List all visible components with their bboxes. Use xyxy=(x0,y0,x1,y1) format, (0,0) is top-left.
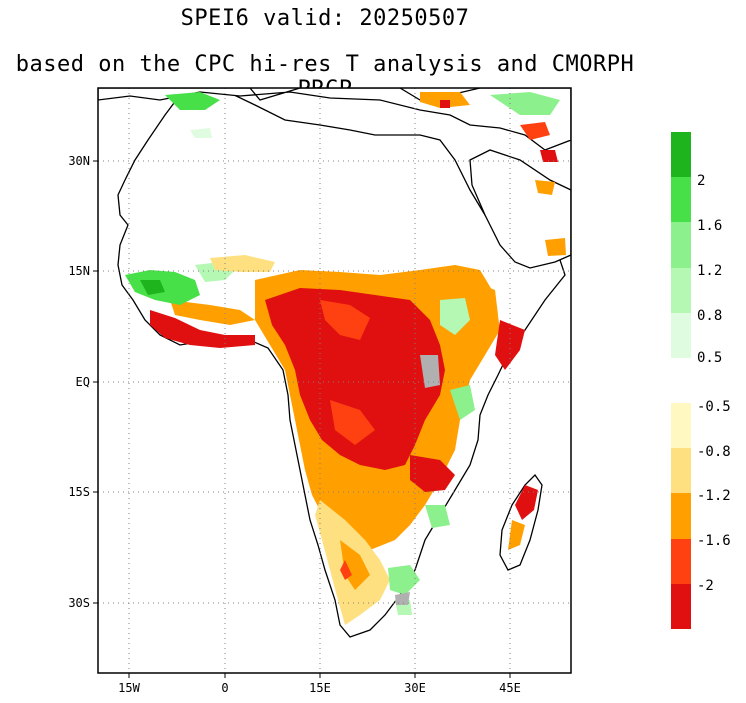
legend-label: -0.5 xyxy=(697,399,731,415)
legend-wet: 2 1.6 1.2 0.8 0.5 xyxy=(671,132,722,366)
legend-label: -1.2 xyxy=(697,488,731,504)
spei-field xyxy=(125,92,566,625)
legend-dry: -0.5 -0.8 -1.2 -1.6 -2 xyxy=(671,399,731,629)
legend-swatch xyxy=(671,222,691,268)
lat-tick-label: 30N xyxy=(68,154,90,168)
legend-swatch xyxy=(671,403,691,448)
legend-label: 0.5 xyxy=(697,350,722,366)
legend-swatch xyxy=(671,268,691,313)
legend-label: 2 xyxy=(697,173,705,189)
lat-tick-label: 15S xyxy=(68,485,90,499)
legend-swatch xyxy=(671,132,691,177)
arabia-landmass xyxy=(469,149,571,269)
map-title: SPEI6 valid: 20250507 xyxy=(180,6,470,31)
legend-swatch xyxy=(671,539,691,584)
lon-tick-label: 0 xyxy=(221,681,228,695)
lon-tick-label: 45E xyxy=(499,681,521,695)
map-frame xyxy=(97,87,572,674)
legend-label: -0.8 xyxy=(697,444,731,460)
legend-label: 0.8 xyxy=(697,308,722,324)
map-subtitle: based on the CPC hi-res T analysis and C… xyxy=(15,52,635,102)
lat-tick-label: 15N xyxy=(68,264,90,278)
lon-tick-label: 30E xyxy=(404,681,426,695)
legend-swatch xyxy=(671,448,691,493)
axis-ticks xyxy=(93,160,511,678)
lon-tick-label: 15W xyxy=(118,681,140,695)
legend-label: 1.2 xyxy=(697,263,722,279)
legend-label: -2 xyxy=(697,578,714,594)
legend-swatch xyxy=(671,584,691,629)
lat-tick-label: 30S xyxy=(68,596,90,610)
lat-tick-label: EQ xyxy=(76,375,90,389)
legend-swatch xyxy=(671,493,691,539)
legend-swatch xyxy=(671,313,691,358)
legend-label: 1.6 xyxy=(697,218,722,234)
legend-swatch xyxy=(671,177,691,222)
lon-tick-label: 15E xyxy=(309,681,331,695)
legend-label: -1.6 xyxy=(697,533,731,549)
